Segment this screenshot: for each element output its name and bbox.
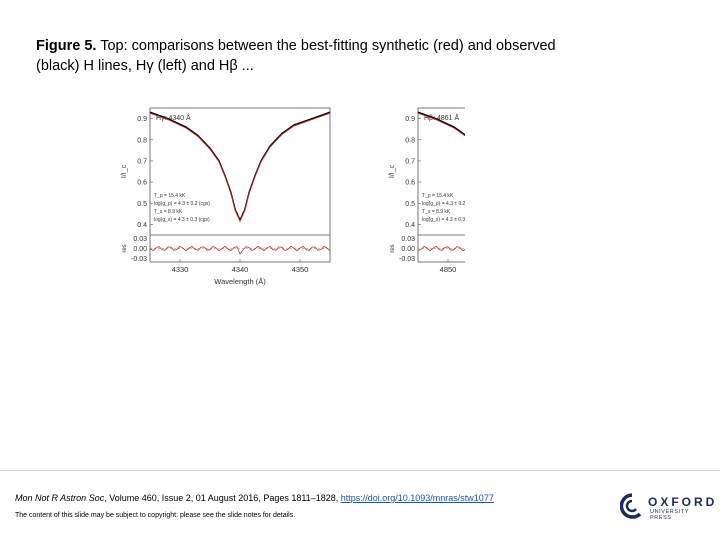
fit-annotation: T_s = 8.9 kK xyxy=(422,209,451,215)
logo-subtitle: UNIVERSITY PRESS xyxy=(650,509,689,521)
oxford-emblem-icon xyxy=(619,493,642,519)
y-tick-label: 0.5 xyxy=(405,201,415,208)
fit-annotation: T_p = 15.4 kK xyxy=(154,193,186,199)
y-tick-label: 0.8 xyxy=(405,137,415,144)
residual-line xyxy=(417,245,465,252)
plot-frame xyxy=(149,107,331,263)
synthetic-line xyxy=(149,112,331,223)
residual-tick-label: -0.03 xyxy=(399,256,415,263)
residual-tick-label: -0.03 xyxy=(131,256,147,263)
panel-label: Hγ: 4340 Å xyxy=(156,113,191,122)
residual-tick-label: 0.03 xyxy=(133,236,147,243)
y-tick-label: 0.8 xyxy=(137,137,147,144)
doi-link[interactable]: https://doi.org/10.1093/mnras/stw1077 xyxy=(340,493,494,503)
residual-line xyxy=(149,245,331,255)
fit-annotation: T_s = 8.9 kK xyxy=(154,209,183,215)
copyright-notice: The content of this slide may be subject… xyxy=(15,512,296,519)
footer-divider xyxy=(0,470,720,471)
x-tick-label: 4350 xyxy=(292,265,309,274)
y-axis-label: I/I_c xyxy=(389,164,396,178)
y-axis-label: I/I_c xyxy=(121,164,128,178)
y-tick-label: 0.9 xyxy=(137,116,147,123)
fit-annotation: log(g_p) = 4.3 ± 0.2 (cgs) xyxy=(154,201,210,207)
x-tick-label: 4340 xyxy=(232,265,249,274)
figure-caption-text: Top: comparisons between the best-fittin… xyxy=(36,38,556,74)
residual-tick-label: 0.03 xyxy=(401,236,415,243)
fit-annotation: log(g_s) = 4.3 ± 0.3 (cgs) xyxy=(154,217,210,223)
figure-image: Hγ: 4340 Å 0.9 0.8 0.7 0.6 0.5 0.4 I/I_c 0.03 0.0… xyxy=(121,107,465,286)
citation: Mon Not R Astron Soc, Volume 460, Issue … xyxy=(15,493,494,503)
x-axis-label: Wavelength (Å) xyxy=(214,277,266,286)
panel-label: Hβ: 4861 Å xyxy=(424,113,459,122)
hbeta-panel: Hβ: 4861 Å 0.9 0.8 0.7 0.6 0.5 0.4 I/I_c 0.03 0.0… xyxy=(389,107,465,274)
residual-axis-label: res xyxy=(122,244,128,252)
figure-label: Figure 5. xyxy=(36,38,97,54)
plot-frame xyxy=(417,107,465,263)
hgamma-panel: Hγ: 4340 Å 0.9 0.8 0.7 0.6 0.5 0.4 I/I_c 0.03 0.0… xyxy=(121,107,331,286)
residual-tick-label: 0.00 xyxy=(133,246,147,253)
fit-annotation: log(g_p) = 4.3 ± 0.2 (cgs) xyxy=(422,201,465,207)
citation-details: , Volume 460, Issue 2, 01 August 2016, P… xyxy=(104,493,339,503)
y-tick-label: 0.6 xyxy=(137,180,147,187)
y-tick-label: 0.5 xyxy=(137,201,147,208)
x-tick-label: 4850 xyxy=(440,265,457,274)
y-tick-label: 0.7 xyxy=(137,158,147,165)
figure-caption: Figure 5. Top: comparisons between the b… xyxy=(36,36,596,76)
logo-word: OXFORD xyxy=(648,495,718,509)
oxford-logo[interactable]: OXFORD UNIVERSITY PRESS xyxy=(619,493,714,523)
y-tick-label: 0.4 xyxy=(137,222,147,229)
journal-name: Mon Not R Astron Soc xyxy=(15,493,105,503)
y-tick-label: 0.4 xyxy=(405,222,415,229)
y-tick-label: 0.7 xyxy=(405,158,415,165)
fit-annotation: T_p = 15.4 kK xyxy=(422,193,454,199)
residual-axis-label: res xyxy=(390,244,396,252)
y-tick-label: 0.6 xyxy=(405,180,415,187)
fit-annotation: log(g_s) = 4.3 ± 0.3 (cgs) xyxy=(422,217,465,223)
y-tick-label: 0.9 xyxy=(405,116,415,123)
residual-tick-label: 0.00 xyxy=(401,246,415,253)
x-tick-label: 4330 xyxy=(172,265,189,274)
